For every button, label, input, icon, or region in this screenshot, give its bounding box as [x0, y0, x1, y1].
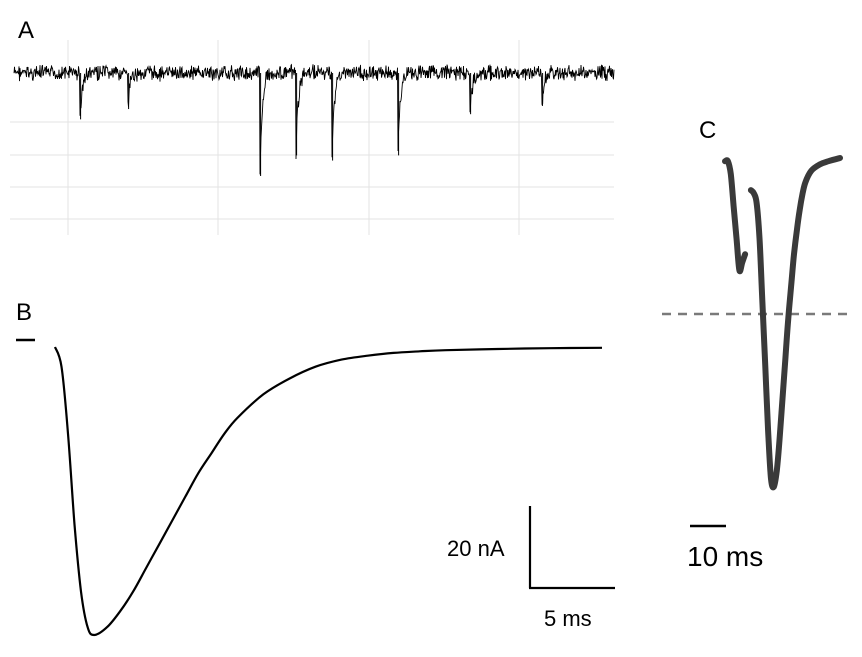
panel-c-paired-response-chart: 10 ms	[662, 155, 852, 572]
panel-c-trace-first-response	[722, 157, 749, 275]
panel-label-b: B	[16, 299, 32, 326]
panel-b-x-scale-label: 5 ms	[544, 606, 592, 631]
panel-b-averaged-current-chart: 20 nA 5 ms	[16, 338, 615, 637]
panel-label-a: A	[18, 17, 34, 44]
panel-a-trace-chart	[10, 40, 615, 235]
panel-a-events	[80, 73, 544, 176]
panel-b-y-scale-label: 20 nA	[447, 536, 505, 561]
panel-b-trace	[53, 346, 603, 637]
panel-label-c: C	[699, 117, 716, 144]
panel-c-trace-second-response	[747, 155, 843, 491]
panel-a-trace	[13, 63, 615, 175]
panel-c-time-scale-label: 10 ms	[687, 541, 763, 572]
